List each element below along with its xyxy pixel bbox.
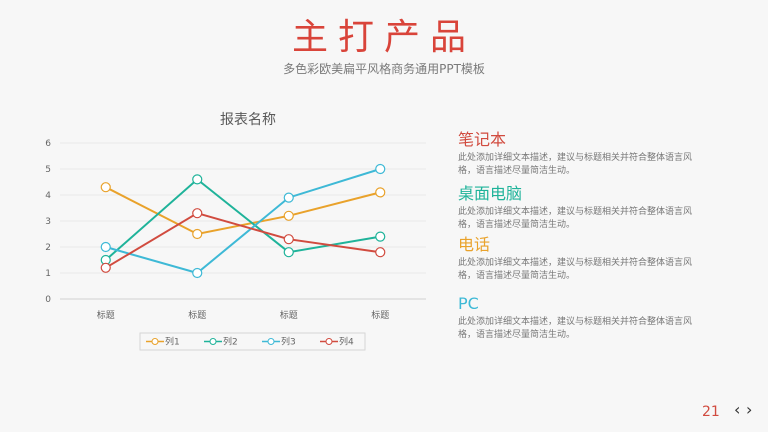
- feature-pc: PC 此处添加详细文本描述，建议与标题相关并符合整体语言风格，语言描述尽量简洁生…: [458, 294, 703, 342]
- data-point: [192, 208, 203, 219]
- data-point: [375, 187, 386, 198]
- y-tick-label: 3: [45, 217, 51, 227]
- data-point: [283, 192, 294, 203]
- legend-label: 列1: [165, 336, 180, 348]
- feature-title: 桌面电脑: [458, 184, 523, 203]
- data-point: [283, 234, 294, 245]
- series-line: [105, 168, 381, 275]
- feature-phone: 电话 此处添加详细文本描述，建议与标题相关并符合整体语言风格，语言描述尽量简洁生…: [458, 235, 703, 283]
- legend-swatch-marker: [267, 338, 275, 345]
- legend-swatch-marker: [325, 338, 333, 345]
- feature-description: 此处添加详细文本描述，建议与标题相关并符合整体语言风格，语言描述尽量简洁生动。: [458, 207, 693, 230]
- data-point: [192, 228, 203, 240]
- series-line: [105, 186, 381, 236]
- data-point: [375, 231, 386, 242]
- chevron-left-icon[interactable]: ‹: [734, 400, 741, 419]
- legend-box: [139, 332, 366, 351]
- y-tick-label: 4: [45, 191, 51, 201]
- data-point: [100, 241, 111, 253]
- y-tick-label: 0: [45, 295, 51, 305]
- x-tick-label: 标题: [280, 309, 298, 321]
- legend-label: 列4: [339, 336, 354, 348]
- legend-swatch-marker: [151, 338, 159, 345]
- data-point: [100, 182, 111, 193]
- slide-title: 主打产品: [291, 17, 476, 58]
- data-point: [100, 262, 111, 273]
- feature-desktop: 桌面电脑 此处添加详细文本描述，建议与标题相关并符合整体语言风格，语言描述尽量简…: [458, 184, 703, 232]
- x-tick-label: 标题: [97, 309, 115, 321]
- chart-title: 报表名称: [220, 112, 276, 128]
- feature-laptop: 笔记本 此处添加详细文本描述，建议与标题相关并符合整体语言风格，语言描述尽量简洁…: [458, 130, 703, 178]
- y-tick-label: 6: [45, 139, 51, 149]
- series-line: [105, 212, 381, 269]
- series-line: [105, 178, 381, 261]
- feature-description: 此处添加详细文本描述，建议与标题相关并符合整体语言风格，语言描述尽量简洁生动。: [458, 153, 693, 176]
- feature-title: 笔记本: [458, 130, 507, 149]
- chevron-right-icon[interactable]: ›: [746, 400, 753, 419]
- feature-title: 电话: [458, 235, 491, 254]
- legend-swatch-marker: [209, 338, 217, 345]
- feature-description: 此处添加详细文本描述，建议与标题相关并符合整体语言风格，语言描述尽量简洁生动。: [458, 317, 693, 340]
- legend-label: 列2: [223, 336, 238, 348]
- slide-subtitle: 多色彩欧美扁平风格商务通用PPT模板: [283, 62, 485, 76]
- data-point: [375, 163, 386, 175]
- page-number: 21: [702, 404, 720, 420]
- feature-description: 此处添加详细文本描述，建议与标题相关并符合整体语言风格，语言描述尽量简洁生动。: [458, 258, 693, 281]
- legend-label: 列3: [281, 336, 296, 348]
- data-point: [375, 247, 386, 258]
- data-point: [192, 174, 203, 185]
- data-point: [283, 247, 294, 258]
- data-point: [283, 210, 294, 221]
- x-tick-label: 标题: [371, 309, 389, 321]
- y-tick-label: 2: [45, 243, 51, 253]
- x-tick-label: 标题: [188, 309, 206, 321]
- feature-title: PC: [458, 294, 479, 313]
- y-tick-label: 1: [45, 269, 51, 279]
- data-point: [192, 267, 203, 279]
- y-tick-label: 5: [45, 165, 51, 175]
